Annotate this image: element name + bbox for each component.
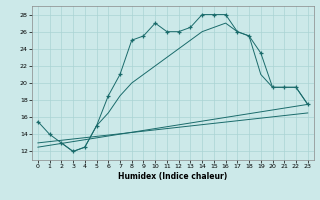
X-axis label: Humidex (Indice chaleur): Humidex (Indice chaleur) xyxy=(118,172,228,181)
